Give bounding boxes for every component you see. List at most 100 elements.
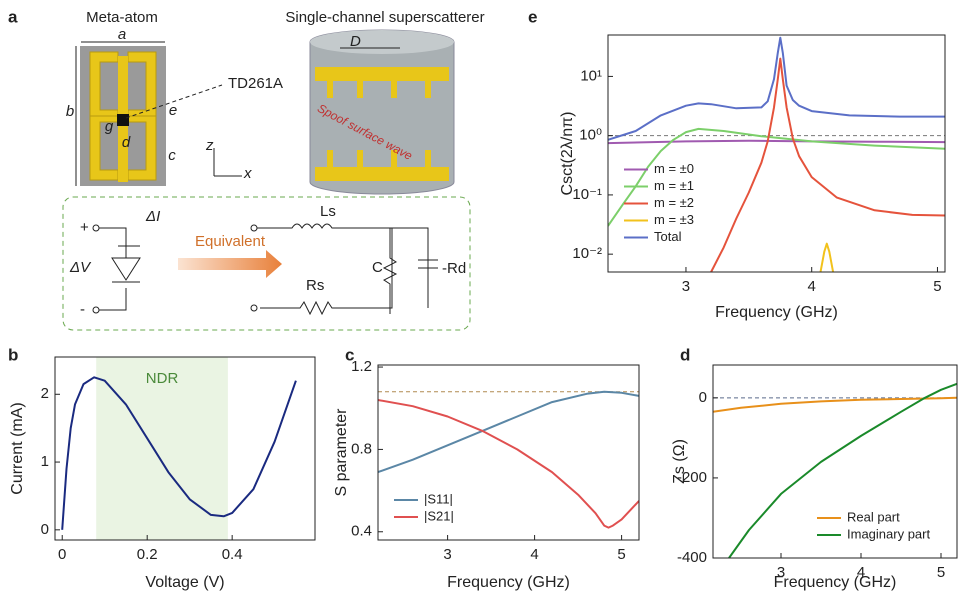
panel-a: a Meta-atom a b g d e c TD261A Single-ch… (8, 7, 485, 331)
y-tick-label: 10⁻² (572, 245, 602, 262)
label: - (80, 301, 85, 318)
panel-label: a (8, 7, 18, 26)
legend-label: |S21| (424, 508, 454, 523)
series-line (608, 139, 945, 145)
series-line (378, 390, 639, 474)
y-tick-label: 0 (699, 389, 707, 406)
label: + (80, 219, 89, 236)
circuit-box (62, 196, 471, 331)
label: Ls (320, 203, 336, 220)
label: TD261A (228, 75, 283, 92)
axes-frame (607, 34, 946, 273)
label: Rs (306, 277, 324, 294)
panel-label: d (680, 345, 690, 364)
legend-label: |S11| (424, 491, 453, 506)
x-tick-label: 0 (58, 546, 66, 563)
label: -Rd (442, 260, 466, 277)
axes-frame (712, 364, 958, 559)
legend-label: m = ±0 (654, 161, 694, 176)
y-tick-label: 10¹ (580, 67, 602, 84)
series-line (728, 382, 957, 558)
legend-label: Real part (847, 509, 900, 524)
x-tick-label: 5 (933, 278, 941, 295)
strip (118, 124, 128, 182)
arrow (178, 250, 282, 278)
plot (378, 390, 639, 529)
y-tick-label: 1.2 (351, 358, 372, 375)
metal (315, 67, 449, 181)
x-tick-label: 0.2 (137, 546, 158, 563)
x-tick-label: 4 (808, 278, 816, 295)
label: e (169, 102, 177, 119)
series-line (378, 399, 639, 529)
x-tick-label: 3 (777, 564, 785, 581)
y-axis-title: S parameter (333, 408, 350, 497)
label: z (205, 137, 214, 154)
x-tick-label: 3 (443, 546, 451, 563)
strip (118, 56, 128, 116)
y-axis-title: Zs (Ω) (671, 439, 688, 484)
y-tick-label: 10⁰ (579, 127, 602, 144)
legend-label: m = ±3 (654, 212, 694, 227)
x-axis-title: Frequency (GHz) (447, 574, 570, 591)
x-axis-title: Frequency (GHz) (715, 304, 838, 321)
y-tick-label: -200 (677, 469, 707, 486)
label: a (118, 26, 126, 43)
label: c (168, 147, 176, 164)
y-axis-title: Current (mA) (9, 402, 26, 494)
y-tick-label: 0.4 (351, 523, 372, 540)
x-tick-label: 4 (530, 546, 538, 563)
metal (89, 51, 157, 181)
pointer (125, 84, 223, 119)
series-line (819, 242, 835, 272)
series-line (61, 376, 297, 530)
y-tick-label: 1 (41, 453, 49, 470)
y-axis-title: Csct(2λ/nπ) (559, 112, 576, 196)
axes-frame (54, 356, 316, 541)
cylinder-top (310, 30, 454, 54)
x-axis-title: Frequency (GHz) (774, 574, 897, 591)
panel-label: b (8, 345, 18, 364)
axes-icon (213, 148, 242, 177)
label: ΔV (69, 259, 92, 276)
label: ΔI (145, 208, 160, 225)
series-line (713, 396, 957, 413)
series-line (710, 57, 945, 272)
x-tick-label: 4 (857, 564, 865, 581)
panel-label: c (345, 345, 354, 364)
x-tick-label: 0.4 (222, 546, 243, 563)
label: Equivalent (195, 233, 266, 250)
y-tick-label: 0 (41, 521, 49, 538)
plot (61, 357, 297, 540)
shade-label: NDR (146, 370, 179, 387)
plot (713, 382, 957, 558)
diode-symbol (96, 227, 141, 311)
label: D (350, 33, 361, 50)
label: x (243, 165, 252, 182)
panel-label: e (528, 7, 537, 26)
y-tick-label: 10⁻¹ (572, 186, 602, 203)
x-tick-label: 3 (682, 278, 690, 295)
title: Meta-atom (86, 9, 158, 26)
legend-label: Imaginary part (847, 526, 930, 541)
diode (117, 114, 129, 126)
circuit (254, 223, 438, 316)
label: b (66, 103, 74, 120)
shade (96, 357, 228, 540)
y-tick-label: -400 (677, 549, 707, 566)
axes-frame (377, 364, 640, 541)
x-tick-label: 5 (937, 564, 945, 581)
label: g (105, 118, 114, 135)
legend-label: m = ±2 (654, 195, 694, 210)
legend-label: m = ±1 (654, 178, 694, 193)
x-axis-title: Voltage (V) (145, 574, 224, 591)
y-tick-label: 2 (41, 385, 49, 402)
series-line (608, 36, 945, 141)
legend-label: Total (654, 229, 682, 244)
label: C (372, 259, 383, 276)
label: d (122, 134, 131, 151)
y-tick-label: 0.8 (351, 440, 372, 457)
title: Single-channel superscatterer (285, 9, 484, 26)
x-tick-label: 5 (617, 546, 625, 563)
